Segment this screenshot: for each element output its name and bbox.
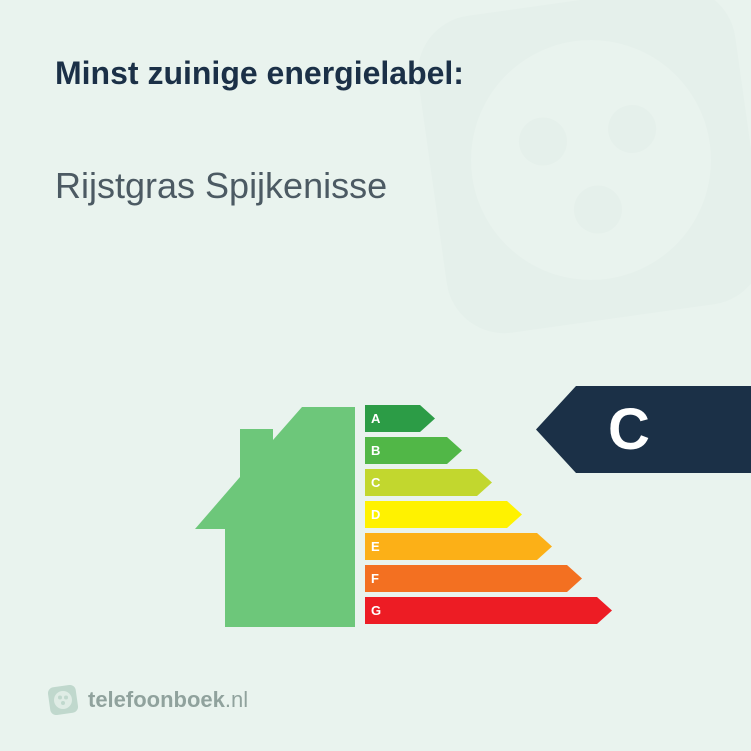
footer-brand-tld: .nl <box>225 687 248 712</box>
footer-brand-name: telefoonboek <box>88 687 225 712</box>
rating-letter: C <box>608 386 650 473</box>
energy-bar-label: A <box>371 405 380 432</box>
page-subtitle: Rijstgras Spijkenisse <box>55 165 387 207</box>
house-icon <box>195 407 365 637</box>
energy-bar-label: C <box>371 469 380 496</box>
page-title: Minst zuinige energielabel: <box>55 55 464 92</box>
footer-logo-icon <box>48 685 78 715</box>
rating-indicator: C <box>536 386 751 473</box>
footer-brand: telefoonboek.nl <box>48 685 248 715</box>
energy-bar-label: E <box>371 533 380 560</box>
footer-text: telefoonboek.nl <box>88 687 248 713</box>
energy-bar-label: G <box>371 597 381 624</box>
energy-bar-label: B <box>371 437 380 464</box>
energy-bar-label: F <box>371 565 379 592</box>
energy-bar-label: D <box>371 501 380 528</box>
